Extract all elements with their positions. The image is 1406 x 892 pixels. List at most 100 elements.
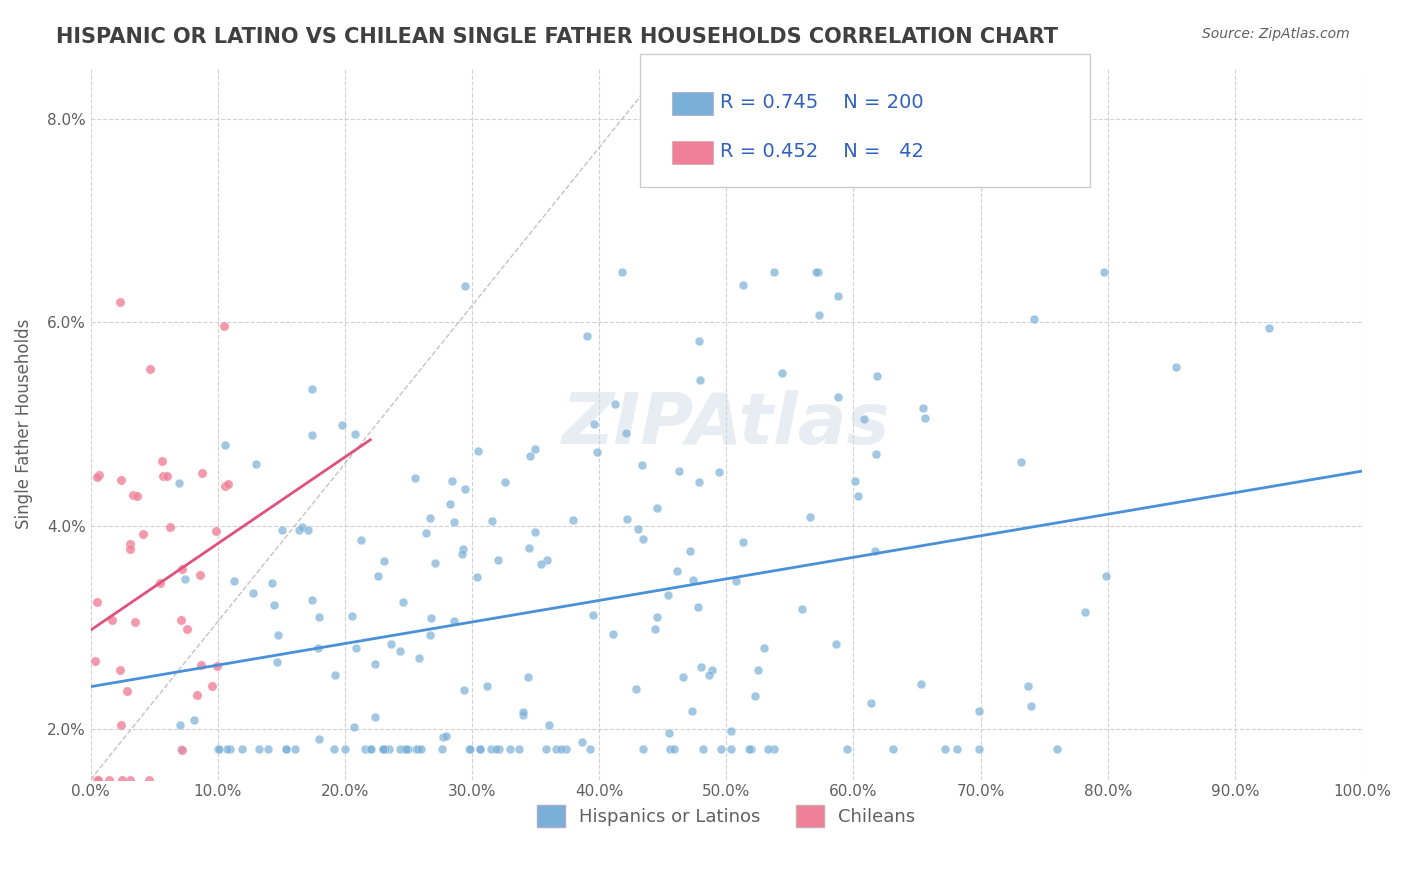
Point: [1092, 265, 1115, 279]
Point: [110, 663, 132, 677]
Point: [132, 526, 155, 541]
Point: [756, 742, 779, 756]
Point: [276, 742, 298, 756]
Point: [204, 524, 226, 538]
Point: [371, 742, 394, 756]
Point: [508, 742, 530, 756]
Point: [395, 742, 418, 756]
Text: HISPANIC OR LATINO VS CHILEAN SINGLE FATHER HOUSEHOLDS CORRELATION CHART: HISPANIC OR LATINO VS CHILEAN SINGLE FAT…: [56, 27, 1059, 46]
Point: [467, 443, 489, 458]
Point: [167, 476, 190, 491]
Point: [616, 512, 638, 526]
Point: [150, 454, 173, 468]
Point: [844, 474, 866, 488]
Point: [343, 426, 366, 441]
Point: [688, 475, 710, 489]
Point: [125, 489, 148, 503]
Point: [430, 742, 453, 756]
Point: [610, 265, 633, 279]
Point: [582, 417, 605, 431]
Point: [460, 742, 482, 756]
Point: [686, 599, 709, 614]
Point: [848, 489, 870, 503]
Point: [266, 655, 288, 669]
Point: [156, 469, 179, 483]
Point: [536, 742, 558, 756]
Point: [910, 677, 932, 691]
Point: [340, 608, 363, 623]
Point: [396, 742, 419, 756]
Text: Source: ZipAtlas.com: Source: ZipAtlas.com: [1202, 27, 1350, 41]
Point: [110, 473, 132, 487]
Point: [419, 510, 441, 524]
Point: [434, 729, 457, 743]
Point: [170, 742, 193, 756]
Point: [391, 595, 413, 609]
Point: [658, 726, 681, 740]
Point: [1258, 321, 1281, 335]
Point: [186, 688, 208, 702]
Point: [465, 570, 488, 584]
Point: [297, 524, 319, 538]
Point: [87, 468, 110, 483]
Point: [101, 613, 124, 627]
Point: [585, 445, 607, 459]
Point: [659, 742, 682, 756]
Point: [697, 668, 720, 682]
Point: [804, 265, 827, 279]
Point: [364, 710, 387, 724]
Point: [555, 742, 578, 756]
Point: [301, 428, 323, 442]
Point: [762, 265, 785, 279]
Point: [374, 742, 396, 756]
Point: [934, 742, 956, 756]
Point: [139, 362, 162, 376]
Point: [200, 679, 222, 693]
Point: [350, 533, 373, 547]
Point: [725, 574, 748, 588]
Point: [301, 382, 323, 396]
Point: [207, 742, 229, 756]
Point: [394, 742, 416, 756]
Point: [946, 742, 969, 756]
Point: [479, 742, 502, 756]
Point: [603, 397, 626, 411]
Point: [245, 457, 267, 471]
Point: [110, 718, 132, 732]
Point: [1046, 742, 1069, 756]
Point: [825, 637, 848, 651]
Point: [242, 586, 264, 600]
Point: [440, 475, 463, 489]
Point: [323, 742, 346, 756]
Point: [325, 668, 347, 682]
Point: [866, 369, 889, 384]
Point: [267, 628, 290, 642]
Point: [111, 772, 134, 787]
Point: [486, 553, 509, 567]
Point: [762, 742, 785, 756]
Point: [287, 523, 309, 537]
Point: [451, 547, 474, 561]
Point: [562, 512, 585, 526]
Point: [914, 411, 936, 425]
Point: [1074, 606, 1097, 620]
Point: [731, 535, 754, 549]
Point: [740, 742, 762, 756]
Text: ZIPAtlas: ZIPAtlas: [562, 390, 890, 458]
Point: [484, 742, 506, 756]
Point: [374, 742, 396, 756]
Point: [217, 476, 239, 491]
Point: [911, 401, 934, 415]
Point: [308, 731, 330, 746]
Point: [231, 742, 253, 756]
Point: [359, 742, 381, 756]
Point: [494, 475, 516, 490]
Point: [388, 742, 411, 756]
Point: [301, 592, 323, 607]
Point: [624, 681, 647, 696]
Point: [865, 543, 887, 558]
Point: [1017, 679, 1039, 693]
Point: [744, 689, 766, 703]
Point: [835, 742, 858, 756]
Point: [260, 576, 283, 591]
